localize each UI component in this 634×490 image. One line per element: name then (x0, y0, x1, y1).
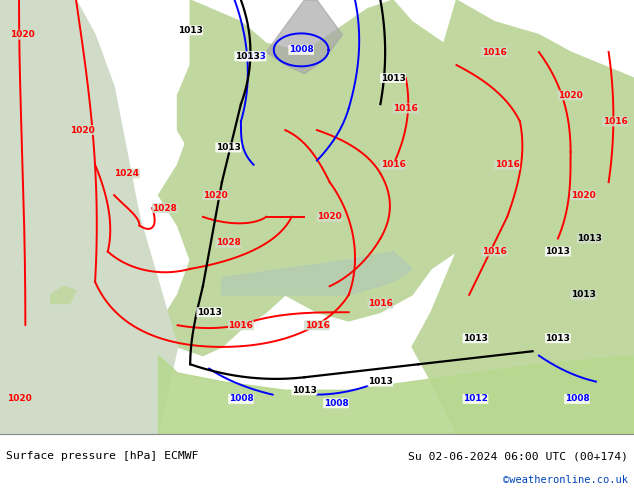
Text: 1016: 1016 (495, 160, 520, 169)
Text: 1024: 1024 (114, 169, 139, 178)
Text: 1013: 1013 (235, 52, 260, 61)
Text: 1016: 1016 (304, 321, 330, 330)
Text: 1020: 1020 (6, 394, 32, 403)
Text: 1020: 1020 (10, 30, 35, 39)
Text: 1013: 1013 (463, 334, 488, 343)
Text: 1020: 1020 (571, 191, 596, 199)
Text: 1013: 1013 (577, 234, 602, 243)
Text: 1013: 1013 (292, 386, 317, 395)
Text: 1020: 1020 (558, 91, 583, 100)
Text: 1008: 1008 (323, 399, 349, 408)
Polygon shape (51, 286, 76, 304)
Text: ©weatheronline.co.uk: ©weatheronline.co.uk (503, 475, 628, 486)
Polygon shape (222, 251, 412, 295)
Text: 1013: 1013 (545, 247, 571, 256)
Text: 1013: 1013 (380, 74, 406, 82)
Text: 1028: 1028 (152, 204, 178, 213)
Text: 1016: 1016 (482, 247, 507, 256)
Polygon shape (0, 0, 178, 434)
Text: 1020: 1020 (70, 125, 95, 135)
Text: 1013: 1013 (545, 334, 571, 343)
Polygon shape (412, 0, 634, 434)
Text: 1016: 1016 (368, 299, 393, 308)
Text: 1013: 1013 (368, 377, 393, 386)
Text: 1013: 1013 (241, 52, 266, 61)
Text: Surface pressure [hPa] ECMWF: Surface pressure [hPa] ECMWF (6, 451, 199, 461)
Text: 1020: 1020 (203, 191, 228, 199)
Text: 1012: 1012 (463, 394, 488, 403)
Polygon shape (158, 0, 476, 356)
Text: 1013: 1013 (216, 143, 241, 152)
Text: 1020: 1020 (317, 212, 342, 221)
Text: 1013: 1013 (571, 291, 596, 299)
Text: 1028: 1028 (216, 238, 241, 247)
Text: 1016: 1016 (393, 104, 418, 113)
Text: 1016: 1016 (380, 160, 406, 169)
Polygon shape (158, 356, 634, 434)
Text: 1008: 1008 (564, 394, 590, 403)
Text: 1016: 1016 (602, 117, 628, 126)
Text: 1013: 1013 (178, 26, 203, 35)
Polygon shape (178, 78, 203, 152)
Text: 1016: 1016 (482, 48, 507, 56)
Text: Su 02-06-2024 06:00 UTC (00+174): Su 02-06-2024 06:00 UTC (00+174) (408, 451, 628, 461)
Polygon shape (266, 0, 342, 74)
Text: 1008: 1008 (288, 46, 314, 54)
Text: 1016: 1016 (228, 321, 254, 330)
Text: 1013: 1013 (197, 308, 222, 317)
Text: 1008: 1008 (228, 394, 254, 403)
